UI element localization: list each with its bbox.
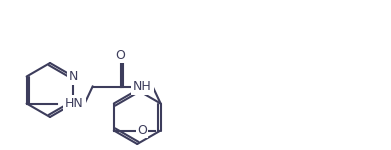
Text: N: N: [69, 70, 78, 83]
Text: NH: NH: [133, 80, 152, 93]
Text: O: O: [116, 49, 126, 62]
Text: O: O: [137, 124, 147, 137]
Text: HN: HN: [65, 97, 84, 110]
